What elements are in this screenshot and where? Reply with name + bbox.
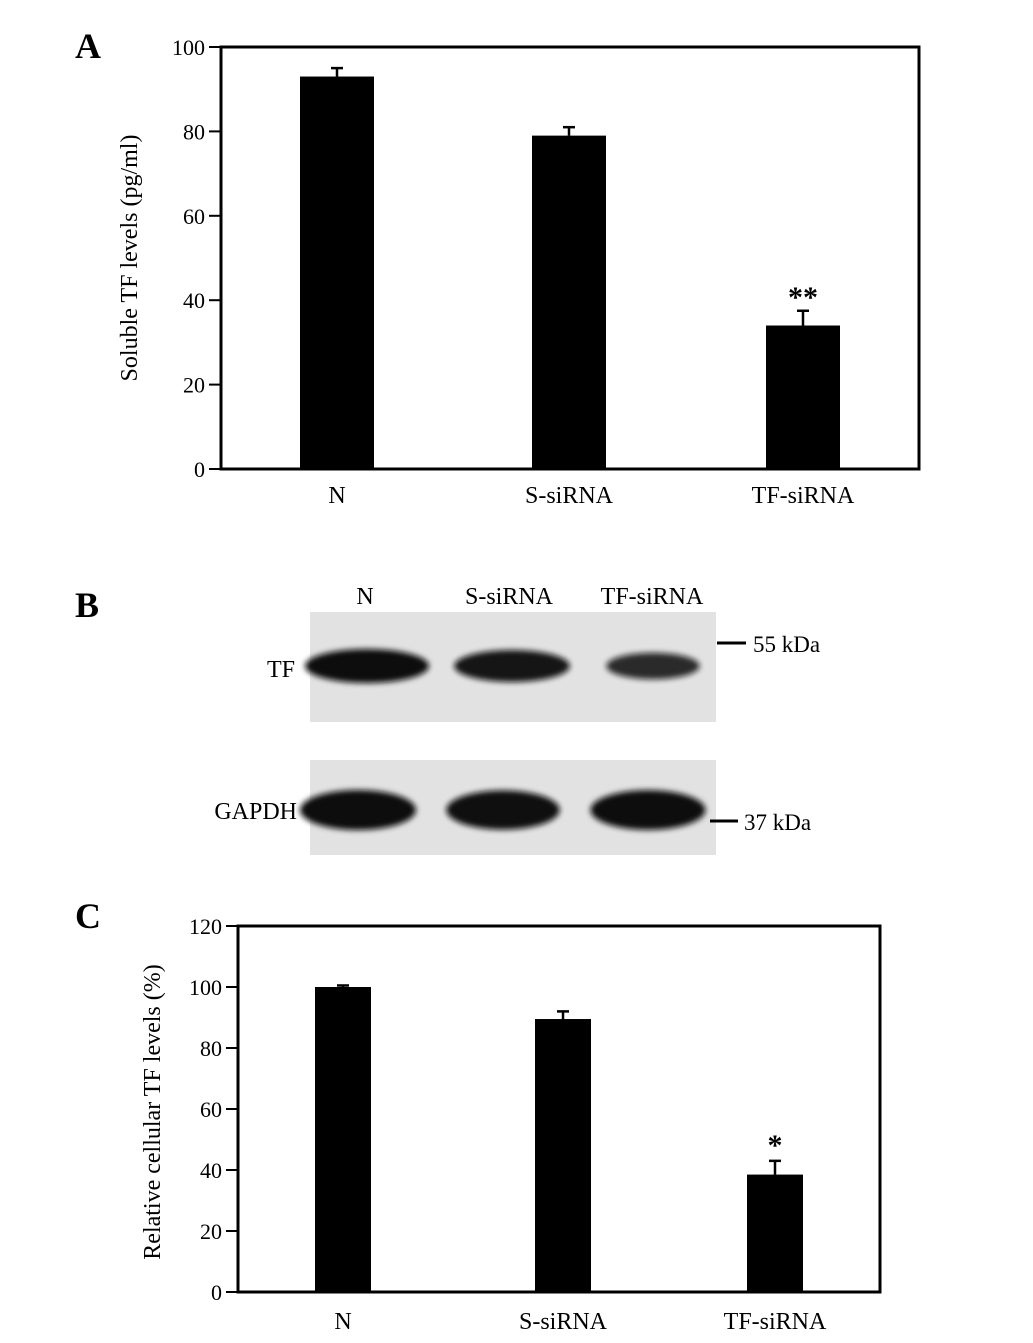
blot-lane-label-tf-sirna: TF-siRNA <box>601 584 704 610</box>
blot-tf-band <box>454 650 570 682</box>
blot-tf-band <box>606 652 700 680</box>
chart-c-y-tick-label: 40 <box>200 1158 222 1183</box>
western-blot: N S-siRNA TF-siRNA TF 55 kDa GAPDH 37 kD… <box>214 584 820 855</box>
blot-tf-marker-label: 55 kDa <box>753 632 820 657</box>
blot-tf-label: TF <box>267 657 295 683</box>
chart-a-y-tick-label: 40 <box>183 288 205 313</box>
chart-a-y-tick-label: 60 <box>183 204 205 229</box>
chart-c-bar <box>315 987 371 1292</box>
panel-b-letter: B <box>75 585 99 625</box>
blot-lane-label-n: N <box>356 584 373 610</box>
chart-a-bar <box>766 325 840 469</box>
blot-tf-band <box>305 649 429 683</box>
chart-a-y-tick-label: 0 <box>194 457 205 482</box>
blot-gapdh-marker-label: 37 kDa <box>744 810 811 835</box>
chart-c-y-tick-label: 120 <box>189 914 222 939</box>
chart-a-bar <box>532 135 606 469</box>
blot-lane-label-s-sirna: S-siRNA <box>465 584 554 610</box>
chart-c-bar <box>535 1019 591 1292</box>
chart-a-significance-mark: ** <box>788 281 818 314</box>
chart-c-category-label: S-siRNA <box>519 1309 608 1335</box>
chart-c-y-tick-label: 100 <box>189 975 222 1000</box>
chart-c-category-label: TF-siRNA <box>724 1309 827 1335</box>
chart-c-y-tick-label: 80 <box>200 1036 222 1061</box>
blot-gapdh-label: GAPDH <box>214 799 297 825</box>
chart-c-y-tick-label: 0 <box>211 1280 222 1305</box>
chart-a-y-axis-label: Soluble TF levels (pg/ml) <box>117 135 143 382</box>
chart-a-category-label: TF-siRNA <box>752 483 855 509</box>
blot-gapdh-bands <box>300 790 706 830</box>
chart-a-y-tick-label: 100 <box>172 35 205 60</box>
chart-c-category-label: N <box>334 1309 351 1335</box>
chart-a-y-tick-label: 80 <box>183 119 205 144</box>
chart-c-significance-mark: * <box>768 1129 783 1162</box>
chart-c: Relative cellular TF levels (%) 0 20 40 60 8… <box>140 914 882 1335</box>
chart-a-y-tick-label: 20 <box>183 373 205 398</box>
blot-tf-bands <box>305 649 700 683</box>
chart-c-y-axis-label: Relative cellular TF levels (%) <box>140 964 166 1259</box>
blot-gapdh-band <box>446 790 560 830</box>
chart-a-category-label: N <box>328 483 345 509</box>
blot-gapdh-band <box>300 790 416 830</box>
panel-c-letter: C <box>75 896 101 936</box>
chart-a-bar <box>300 76 374 469</box>
chart-c-bar <box>747 1174 803 1292</box>
chart-c-y-tick-label: 60 <box>200 1097 222 1122</box>
panel-a-letter: A <box>75 26 101 66</box>
chart-a: Soluble TF levels (pg/ml) 0 20 40 60 80 100 N S… <box>117 35 921 509</box>
chart-c-y-tick-label: 20 <box>200 1219 222 1244</box>
blot-gapdh-band <box>590 790 706 830</box>
chart-a-category-label: S-siRNA <box>525 483 614 509</box>
